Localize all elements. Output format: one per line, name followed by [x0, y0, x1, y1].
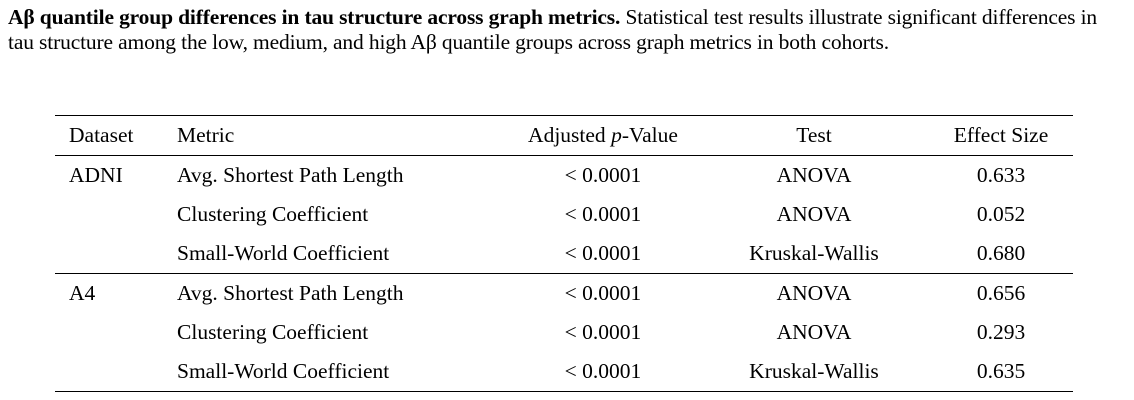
header-pvalue-italic: p	[611, 123, 622, 147]
test-cell: ANOVA	[776, 281, 852, 305]
dataset-cell: A4	[69, 281, 96, 305]
dataset-cell-empty	[55, 234, 177, 274]
dataset-cell: ADNI	[69, 163, 123, 187]
test-cell: Kruskal-Wallis	[749, 359, 879, 383]
metric-cell: Avg. Shortest Path Length	[177, 281, 404, 305]
effect-size-cell: 0.656	[976, 281, 1026, 305]
metric-cell: Small-World Coefficient	[177, 359, 390, 383]
pvalue-cell: < 0.0001	[564, 163, 642, 187]
table-row: Small-World Coefficient < 0.0001 Kruskal…	[55, 352, 1073, 392]
effect-size-cell: 0.635	[976, 359, 1026, 383]
pvalue-cell: < 0.0001	[564, 281, 642, 305]
header-effect-size: Effect Size	[953, 123, 1049, 147]
metric-cell: Clustering Coefficient	[177, 320, 369, 344]
pvalue-cell: < 0.0001	[564, 241, 642, 265]
metric-cell: Clustering Coefficient	[177, 202, 369, 226]
effect-size-cell: 0.633	[976, 163, 1026, 187]
header-adjusted-p-value: Adjusted p-Value	[507, 116, 699, 156]
header-pvalue-suffix: -Value	[621, 123, 678, 147]
metric-cell: Avg. Shortest Path Length	[177, 163, 404, 187]
table-row: A4 Avg. Shortest Path Length < 0.0001 AN…	[55, 274, 1073, 314]
table-row: Clustering Coefficient < 0.0001 ANOVA 0.…	[55, 195, 1073, 234]
table-row: Small-World Coefficient < 0.0001 Kruskal…	[55, 234, 1073, 274]
caption-text: Statistical test results illustrate sign…	[8, 5, 1098, 54]
table-caption: Aβ quantile group differences in tau str…	[8, 5, 1126, 55]
effect-size-cell: 0.052	[976, 202, 1026, 226]
dataset-cell-empty	[55, 352, 177, 392]
test-cell: ANOVA	[776, 320, 852, 344]
pvalue-cell: < 0.0001	[564, 320, 642, 344]
header-test: Test	[796, 123, 832, 147]
header-dataset: Dataset	[69, 123, 134, 147]
caption-title: Aβ quantile group differences in tau str…	[8, 5, 621, 29]
header-metric: Metric	[177, 123, 235, 147]
pvalue-cell: < 0.0001	[564, 359, 642, 383]
dataset-cell-empty	[55, 313, 177, 352]
metric-cell: Small-World Coefficient	[177, 241, 390, 265]
dataset-cell-empty	[55, 195, 177, 234]
table-header-row: Dataset Metric Adjusted p-Value Test Eff…	[55, 115, 1073, 156]
test-cell: ANOVA	[776, 163, 852, 187]
test-cell: ANOVA	[776, 202, 852, 226]
header-pvalue-prefix: Adjusted	[528, 123, 612, 147]
effect-size-cell: 0.680	[976, 241, 1026, 265]
test-cell: Kruskal-Wallis	[749, 241, 879, 265]
pvalue-cell: < 0.0001	[564, 202, 642, 226]
table-row: Clustering Coefficient < 0.0001 ANOVA 0.…	[55, 313, 1073, 352]
effect-size-cell: 0.293	[976, 320, 1026, 344]
results-table: Dataset Metric Adjusted p-Value Test Eff…	[55, 115, 1073, 392]
table-row: ADNI Avg. Shortest Path Length < 0.0001 …	[55, 156, 1073, 196]
